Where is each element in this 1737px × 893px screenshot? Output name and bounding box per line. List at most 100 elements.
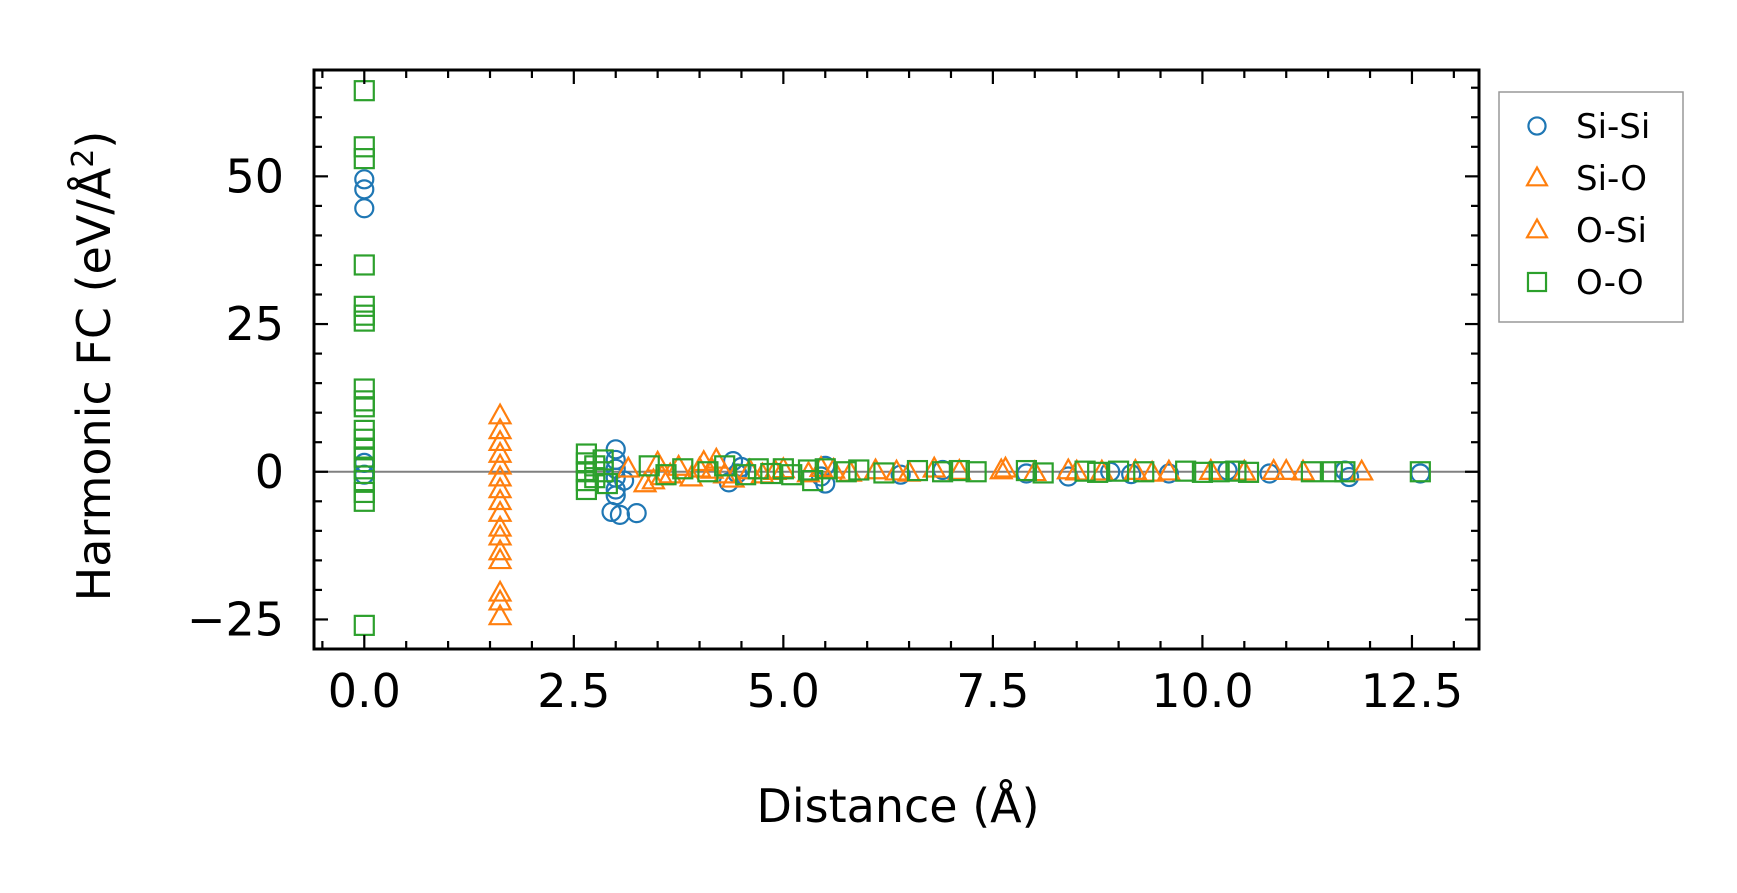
- data-point-o-o: [948, 459, 970, 482]
- data-point-o-o: [1074, 460, 1096, 482]
- x-tick-label: 12.5: [1361, 664, 1463, 718]
- data-point-o-o: [353, 396, 375, 418]
- y-axis-label-close: ): [67, 131, 121, 149]
- data-point-o-o: [353, 458, 375, 480]
- data-point-o-si: [1290, 458, 1316, 481]
- data-point-o-o: [575, 478, 597, 501]
- data-point-o-si: [712, 461, 738, 484]
- data-point-si-o: [487, 488, 513, 511]
- data-point-o-o: [714, 455, 736, 477]
- axes-frame: [312, 68, 1481, 651]
- data-point-si-o: [988, 457, 1014, 480]
- data-point-si-si: [1338, 466, 1360, 488]
- data-point-o-o: [353, 614, 375, 636]
- data-point-si-si: [354, 169, 375, 190]
- data-point-si-o: [487, 538, 513, 561]
- data-point-o-o: [1321, 461, 1343, 483]
- data-point-si-o: [487, 603, 513, 626]
- data-point-o-si: [641, 467, 666, 490]
- data-point-si-o: [487, 428, 513, 452]
- data-point-o-si: [1064, 458, 1090, 481]
- data-point-o-o: [592, 449, 614, 471]
- data-point-o-o: [760, 462, 782, 485]
- data-point-o-o: [353, 470, 375, 492]
- data-point-si-o: [1123, 457, 1148, 480]
- data-point-o-o: [584, 467, 606, 489]
- data-point-si-o: [703, 446, 729, 469]
- y-tick-label: 50: [225, 149, 284, 203]
- data-point-si-si: [354, 198, 375, 219]
- data-point-si-si: [1410, 463, 1431, 484]
- legend-marker-o-si: [1525, 217, 1549, 239]
- data-point-si-o: [487, 579, 513, 602]
- data-point-o-si: [687, 455, 712, 478]
- data-point-o-o: [906, 459, 929, 482]
- data-point-o-si: [1261, 457, 1286, 480]
- data-point-o-o: [772, 458, 794, 480]
- legend-marker-si-o: [1525, 165, 1549, 187]
- data-point-si-si: [354, 464, 375, 485]
- data-point-o-o: [353, 490, 375, 512]
- data-point-o-o: [797, 459, 820, 481]
- data-point-o-o: [1237, 461, 1260, 483]
- data-point-o-o: [353, 390, 375, 412]
- data-point-o-o: [814, 458, 836, 480]
- data-point-o-o: [353, 446, 375, 468]
- data-point-o-o: [1015, 459, 1038, 482]
- axis-tick-labels: 0.0 2.5 5.0 7.5 10.0 12.5 −25 0 25 50: [187, 149, 1463, 718]
- data-point-o-o: [655, 464, 677, 486]
- axes-border: [312, 68, 1481, 651]
- data-point-o-o: [848, 459, 870, 481]
- data-point-si-o: [487, 464, 513, 487]
- data-point-si-o: [487, 402, 513, 425]
- data-point-o-o: [1133, 461, 1155, 483]
- data-point-o-o: [781, 464, 803, 486]
- data-point-si-si: [614, 470, 635, 491]
- data-point-si-o: [720, 465, 746, 488]
- data-point-si-o: [947, 457, 972, 480]
- data-point-o-o: [747, 458, 769, 480]
- x-tick-label: 2.5: [537, 664, 610, 718]
- data-point-o-o: [965, 461, 987, 483]
- legend-marker-si-si: [1527, 116, 1547, 136]
- data-point-o-o: [1334, 461, 1356, 483]
- legend-label-si-si: Si-Si: [1576, 107, 1650, 147]
- data-point-si-o: [1055, 457, 1081, 480]
- data-point-si-o: [487, 588, 513, 611]
- data-point-si-o: [487, 440, 513, 463]
- y-tick-label: 25: [225, 297, 284, 351]
- legend-label-o-o: O-O: [1576, 263, 1644, 303]
- data-point-si-o: [632, 470, 658, 493]
- y-axis-label-superscript: 2: [66, 149, 101, 168]
- data-point-o-o: [1032, 462, 1054, 484]
- data-point-o-o: [802, 470, 824, 492]
- series-o-o: [353, 80, 1431, 636]
- data-point-o-o: [931, 461, 954, 483]
- data-point-o-o: [1108, 460, 1130, 482]
- data-point-si-o: [487, 547, 513, 570]
- data-point-o-o: [353, 378, 375, 400]
- data-point-si-si: [601, 501, 622, 523]
- data-point-o-o: [1191, 461, 1214, 483]
- data-point-o-o: [353, 136, 375, 158]
- data-point-o-o: [353, 148, 375, 170]
- data-point-o-o: [835, 461, 857, 483]
- data-point-si-o: [645, 449, 670, 472]
- data-point-o-si: [993, 455, 1018, 478]
- data-point-si-o: [863, 457, 888, 480]
- data-point-o-o: [596, 472, 618, 495]
- data-point-o-si: [1349, 458, 1374, 481]
- data-point-si-o: [1273, 457, 1299, 480]
- data-point-si-o: [487, 476, 513, 499]
- data-point-o-o: [1175, 460, 1197, 482]
- data-point-si-o: [487, 417, 513, 440]
- data-point-o-o: [697, 461, 719, 483]
- data-point-si-o: [1156, 458, 1182, 481]
- data-point-si-o: [1198, 457, 1224, 480]
- data-point-si-o: [615, 455, 641, 478]
- x-tick-label: 5.0: [747, 664, 820, 718]
- data-point-o-o: [735, 464, 757, 486]
- legend-marker-o-o: [1526, 271, 1548, 293]
- data-point-si-si: [1334, 460, 1355, 481]
